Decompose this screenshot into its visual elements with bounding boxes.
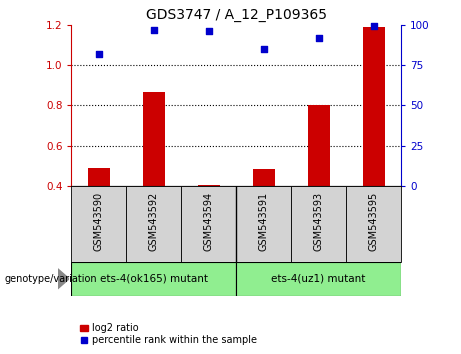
Text: GSM543595: GSM543595 [369, 192, 378, 251]
Point [315, 35, 322, 40]
Point [370, 24, 377, 29]
Bar [181, 186, 236, 262]
Point [260, 46, 267, 52]
Bar [143, 92, 165, 186]
Text: GSM543594: GSM543594 [204, 192, 214, 251]
Title: GDS3747 / A_12_P109365: GDS3747 / A_12_P109365 [146, 8, 327, 22]
Bar [346, 186, 401, 262]
Bar [126, 186, 181, 262]
Bar [253, 169, 275, 186]
Text: ets-4(uz1) mutant: ets-4(uz1) mutant [272, 274, 366, 284]
Bar [88, 168, 110, 186]
Bar [236, 186, 291, 262]
Text: GSM543592: GSM543592 [149, 192, 159, 251]
Bar [71, 186, 126, 262]
Point [205, 28, 213, 34]
Bar [307, 105, 330, 186]
Bar [363, 27, 384, 186]
Bar [236, 262, 401, 296]
Text: GSM543591: GSM543591 [259, 192, 269, 251]
Text: GSM543590: GSM543590 [94, 192, 104, 251]
Point [95, 51, 103, 57]
Bar [71, 262, 236, 296]
Text: genotype/variation: genotype/variation [5, 274, 97, 284]
Bar [291, 186, 346, 262]
Text: ets-4(ok165) mutant: ets-4(ok165) mutant [100, 274, 208, 284]
Polygon shape [58, 269, 69, 289]
Legend: log2 ratio, percentile rank within the sample: log2 ratio, percentile rank within the s… [77, 319, 261, 349]
Bar [198, 185, 220, 186]
Point [150, 27, 158, 33]
Text: GSM543593: GSM543593 [313, 192, 324, 251]
